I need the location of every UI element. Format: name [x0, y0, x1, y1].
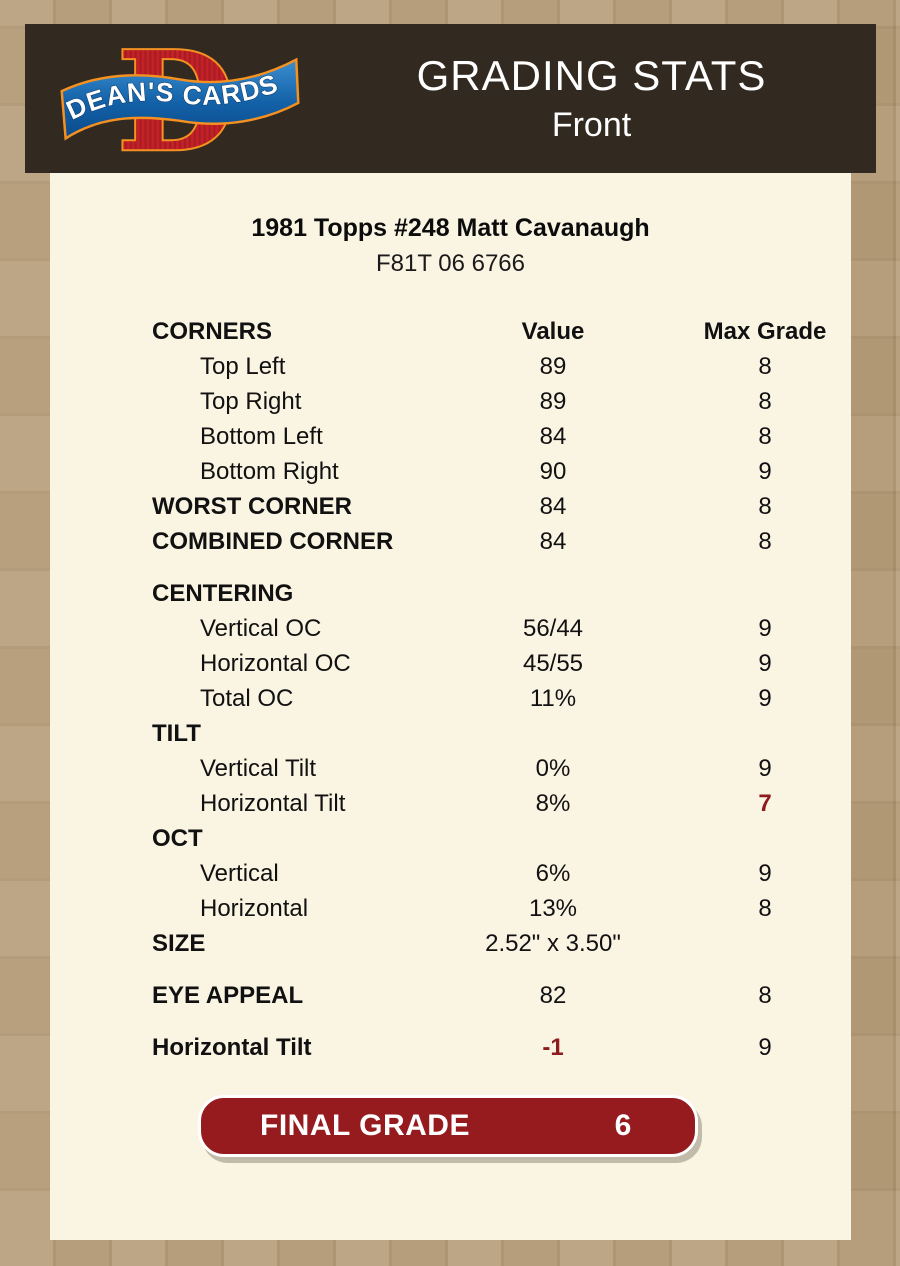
row-label: EYE APPEAL [152, 982, 304, 1009]
table-row: CENTERING [50, 576, 851, 611]
table-row: Horizontal OC 45/55 9 [50, 646, 851, 681]
row-max-grade: 8 [758, 528, 772, 555]
row-value: 13% [528, 895, 578, 922]
row-label: TILT [152, 720, 201, 747]
table-row: COMBINED CORNER 84 8 [50, 524, 851, 559]
section-header-corners: CORNERS [152, 318, 273, 345]
row-value: 89 [539, 353, 567, 380]
row-max-grade: 7 [758, 790, 772, 817]
table-row: EYE APPEAL 82 8 [50, 978, 851, 1013]
table-row: Horizontal 13% 8 [50, 891, 851, 926]
row-label: Horizontal [200, 895, 309, 922]
table-row: Horizontal Tilt -1 9 [50, 1030, 851, 1065]
row-max-grade: 8 [758, 388, 772, 415]
table-row: Top Left 89 8 [50, 349, 851, 384]
row-value: 2.52" x 3.50" [485, 930, 621, 957]
table-row: Horizontal Tilt 8% 7 [50, 786, 851, 821]
table-row: Top Right 89 8 [50, 384, 851, 419]
row-max-grade: 9 [758, 755, 772, 782]
page-subtitle: Front [551, 105, 632, 144]
row-label: WORST CORNER [152, 493, 352, 520]
row-label: COMBINED CORNER [152, 528, 394, 555]
row-value: 84 [539, 493, 567, 520]
row-max-grade: 8 [758, 353, 772, 380]
row-max-grade: 9 [758, 458, 772, 485]
row-label: Horizontal Tilt [152, 1034, 312, 1061]
row-label: Horizontal Tilt [200, 790, 346, 817]
row-label: Top Left [200, 353, 286, 380]
row-max-grade: 9 [758, 1034, 772, 1061]
row-max-grade: 9 [758, 615, 772, 642]
table-row: Vertical Tilt 0% 9 [50, 751, 851, 786]
header-bar: D DEAN'S CARDS GRADING STATS Front [25, 24, 876, 173]
row-max-grade: 9 [758, 860, 772, 887]
final-grade-label: FINAL GRADE [260, 1109, 470, 1142]
row-value: 89 [539, 388, 567, 415]
final-grade-badge: FINAL GRADE 6 [198, 1095, 698, 1157]
table-row: Total OC 11% 9 [50, 681, 851, 716]
table-row: Bottom Right 90 9 [50, 454, 851, 489]
row-value: 45/55 [522, 650, 584, 677]
table-row: WORST CORNER 84 8 [50, 489, 851, 524]
table-rows: Top Left 89 8 Top Right 89 8 Bottom Left… [50, 349, 851, 1065]
deans-cards-logo: D DEAN'S CARDS [60, 30, 300, 168]
table-row: SIZE 2.52" x 3.50" [50, 926, 851, 961]
card-title: 1981 Topps #248 Matt Cavanaugh [251, 214, 650, 242]
row-max-grade: 9 [758, 685, 772, 712]
row-value: -1 [542, 1034, 564, 1061]
row-value: 6% [535, 860, 571, 887]
row-label: OCT [152, 825, 203, 852]
row-label: Total OC [200, 685, 294, 712]
row-max-grade: 8 [758, 895, 772, 922]
row-max-grade: 8 [758, 423, 772, 450]
row-value: 90 [539, 458, 567, 485]
card-serial-number: F81T 06 6766 [375, 250, 525, 277]
row-label: Vertical Tilt [200, 755, 317, 782]
row-label: Top Right [200, 388, 302, 415]
row-label: Vertical OC [200, 615, 322, 642]
row-label: Bottom Left [200, 423, 323, 450]
table-header-row: CORNERS Value Max Grade [50, 314, 851, 349]
row-value: 56/44 [522, 615, 584, 642]
row-label: CENTERING [152, 580, 294, 607]
row-label: SIZE [152, 930, 206, 957]
row-value: 84 [539, 423, 567, 450]
row-max-grade: 9 [758, 650, 772, 677]
row-value: 11% [529, 685, 577, 712]
row-label: Horizontal OC [200, 650, 351, 677]
row-value: 8% [535, 790, 571, 817]
header-titles: GRADING STATS Front [307, 24, 876, 173]
row-value: 84 [539, 528, 567, 555]
row-label: Bottom Right [200, 458, 339, 485]
column-header-value: Value [521, 318, 585, 345]
table-row: TILT [50, 716, 851, 751]
logo-ribbon [60, 57, 300, 141]
row-label: Vertical [200, 860, 279, 887]
column-header-max-grade: Max Grade [703, 318, 827, 345]
row-value: 0% [535, 755, 571, 782]
report-panel: 1981 Topps #248 Matt Cavanaugh F81T 06 6… [50, 173, 851, 1240]
page-title: GRADING STATS [416, 51, 767, 99]
grading-table: CORNERS Value Max Grade Top Left 89 8 To… [50, 314, 851, 1065]
final-grade-value: 6 [614, 1109, 632, 1142]
table-row: Bottom Left 84 8 [50, 419, 851, 454]
table-row: Vertical 6% 9 [50, 856, 851, 891]
row-value: 82 [539, 982, 567, 1009]
row-max-grade: 8 [758, 982, 772, 1009]
table-row: OCT [50, 821, 851, 856]
table-row: Vertical OC 56/44 9 [50, 611, 851, 646]
row-max-grade: 8 [758, 493, 772, 520]
